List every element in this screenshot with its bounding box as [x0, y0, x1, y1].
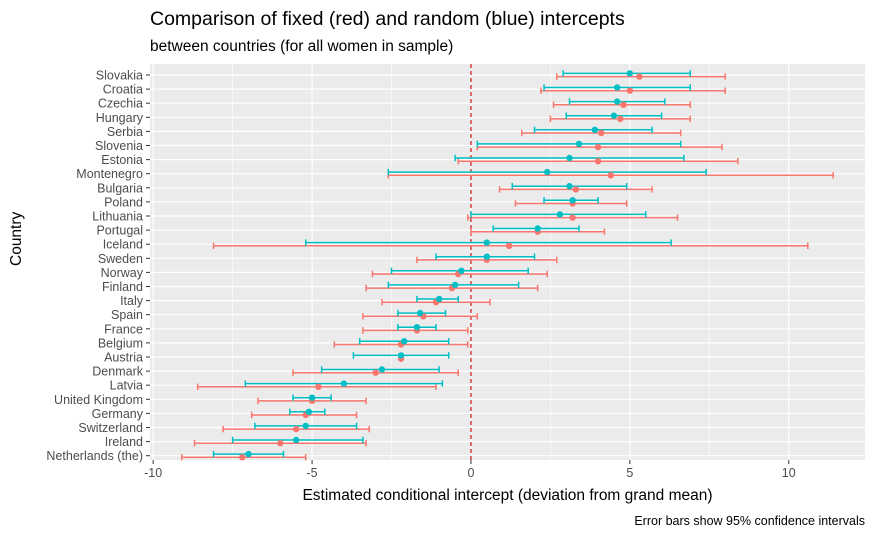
fixed-estimate-point — [277, 440, 284, 447]
y-axis-title: Country — [8, 211, 25, 266]
random-estimate-point — [575, 140, 583, 148]
y-tick-label: Serbia — [107, 125, 143, 139]
random-estimate-point — [483, 253, 491, 260]
fixed-estimate-point — [598, 129, 605, 137]
y-tick-label: Slovenia — [95, 139, 143, 153]
y-tick-label: Hungary — [96, 111, 144, 125]
y-tick-label: Iceland — [103, 238, 143, 252]
fixed-estimate-point — [572, 186, 580, 193]
x-tick-label: -5 — [307, 466, 318, 480]
random-estimate-point — [435, 295, 443, 303]
y-tick-label: Netherlands (the) — [46, 449, 143, 463]
random-estimate-point — [451, 281, 459, 289]
random-estimate-point — [340, 380, 348, 387]
y-tick-label: Bulgaria — [97, 181, 143, 195]
random-estimate-point — [613, 84, 621, 91]
chart-subtitle: between countries (for all women in samp… — [150, 38, 454, 55]
chart-caption: Error bars show 95% confidence intervals — [634, 514, 865, 528]
x-tick-label: 5 — [626, 466, 633, 480]
y-tick-label: Portugal — [96, 224, 143, 238]
fixed-estimate-point — [617, 115, 624, 123]
random-estimate-point — [566, 154, 573, 162]
fixed-estimate-point — [315, 383, 322, 390]
random-estimate-point — [613, 98, 621, 105]
fixed-estimate-point — [594, 143, 602, 151]
y-tick-label: Austria — [104, 351, 143, 365]
fixed-estimate-point — [636, 73, 643, 80]
x-tick-label: -10 — [144, 466, 162, 480]
y-tick-label: Sweden — [98, 252, 143, 266]
random-estimate-point — [397, 352, 405, 359]
y-tick-label: Italy — [120, 294, 144, 308]
y-tick-label: Estonia — [101, 153, 143, 167]
x-tick-label: 10 — [782, 466, 796, 480]
fixed-estimate-point — [238, 454, 246, 461]
x-axis: -10 -5 0 5 10 — [144, 460, 796, 480]
fixed-estimate-point — [505, 242, 513, 249]
y-tick-label: Montenegro — [76, 167, 143, 181]
random-estimate-point — [305, 408, 313, 415]
y-tick-label: Lithuania — [92, 210, 143, 224]
chart-title: Comparison of fixed (red) and random (bl… — [150, 8, 625, 30]
random-estimate-point — [544, 168, 551, 176]
fixed-estimate-point — [620, 101, 627, 109]
y-tick-label: Norway — [101, 266, 144, 280]
estimate-points — [238, 70, 643, 461]
y-tick-label: Denmark — [92, 365, 143, 379]
random-estimate-point — [534, 225, 541, 232]
random-estimate-point — [378, 366, 386, 373]
y-tick-label: Finland — [102, 280, 143, 294]
random-estimate-point — [292, 436, 300, 444]
y-tick-label: Latvia — [110, 379, 143, 393]
random-estimate-point — [569, 197, 576, 204]
random-estimate-point — [483, 239, 491, 246]
fixed-estimate-point — [372, 369, 379, 376]
random-estimate-point — [413, 324, 421, 331]
y-tick-label: Czechia — [98, 97, 143, 111]
fixed-estimate-point — [594, 158, 602, 165]
random-estimate-point — [245, 450, 252, 458]
x-tick-label: 0 — [467, 466, 474, 480]
random-estimate-point — [416, 309, 424, 317]
y-tick-label: Ireland — [105, 435, 143, 449]
y-tick-label: Croatia — [103, 83, 143, 97]
random-estimate-point — [626, 70, 634, 77]
random-estimate-point — [308, 394, 316, 401]
random-estimate-point — [401, 338, 408, 345]
random-estimate-point — [556, 211, 564, 218]
x-axis-title: Estimated conditional intercept (deviati… — [302, 487, 713, 504]
random-estimate-point — [458, 267, 465, 274]
plot-panel — [150, 64, 865, 460]
fixed-estimate-point — [569, 214, 576, 221]
y-tick-label: Slovakia — [96, 69, 143, 83]
y-tick-label: Belgium — [98, 336, 143, 350]
random-estimate-point — [302, 422, 309, 430]
y-axis: SlovakiaCroatiaCzechiaHungarySerbiaSlove… — [46, 69, 150, 463]
fixed-estimate-point — [607, 172, 614, 179]
fixed-estimate-point — [626, 87, 634, 94]
grid-major — [150, 64, 865, 460]
random-estimate-point — [610, 112, 618, 119]
y-tick-label: Spain — [111, 308, 143, 322]
random-estimate-point — [566, 183, 573, 190]
y-tick-label: France — [104, 322, 143, 336]
fixed-estimate-point — [292, 425, 300, 433]
y-tick-label: Switzerland — [78, 421, 143, 435]
y-tick-label: Germany — [92, 407, 144, 421]
random-estimate-point — [591, 126, 599, 133]
y-tick-label: Poland — [104, 195, 143, 209]
y-tick-label: United Kingdom — [54, 393, 143, 407]
